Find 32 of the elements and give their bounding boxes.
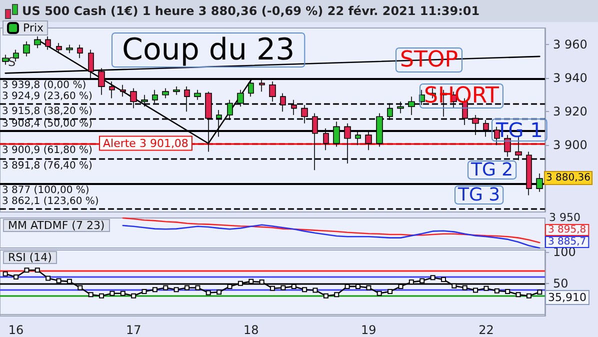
x-tick-label: 18: [243, 323, 259, 337]
text: 3 885,7: [548, 236, 586, 248]
ref-line-label: 3 908,4 (50,00 %): [2, 118, 93, 130]
legend-label: Prix: [23, 22, 44, 34]
x-tick-label: 16: [8, 323, 24, 337]
y-tick-label: 3 900: [553, 138, 588, 152]
text: 35,910: [548, 291, 586, 304]
ref-line-label: 3 877 (100,00 %): [2, 185, 90, 196]
ref-line-label: 3 862,1 (123,60 %): [2, 196, 99, 207]
ref-line-label: Alerte 3 901,08: [103, 136, 188, 150]
annotation: S: [8, 55, 16, 69]
chart-title: MM ATDMF (7 23): [8, 219, 105, 232]
y-tick-label: 3 960: [553, 38, 588, 52]
x-tick-label: 17: [126, 323, 142, 337]
chart-title: RSI (14): [8, 251, 52, 264]
ref-line-label: 3 900,9 (61,80 %): [2, 145, 93, 156]
annotation: Coup du 23: [122, 32, 295, 68]
ref-line-label: 3 939,8 (0,00 %): [2, 80, 86, 92]
y-tick-label: 50: [553, 276, 568, 290]
x-tick-label: 22: [478, 323, 494, 337]
y-tick-label: 3 940: [553, 71, 588, 86]
text: 3 895,8: [548, 224, 586, 236]
ref-line-label: 3 924,9 (23,60 %): [2, 90, 93, 102]
chart-title: US 500 Cash (1€) 1 heure 3 880,36 (-0,69 %) 22 févr. 2021 11:39:01: [22, 4, 480, 18]
annotation: TG 2: [470, 160, 514, 180]
text: 3 880,36: [546, 172, 591, 184]
ref-line-label: 3 915,8 (38,20 %): [2, 106, 93, 118]
annotation: TG 3: [457, 184, 500, 206]
text: 3 950: [549, 211, 580, 224]
ref-line-label: 3 891,8 (76,40 %): [2, 160, 93, 172]
y-tick-label: 3 920: [553, 104, 588, 119]
x-tick-label: 19: [361, 323, 376, 337]
